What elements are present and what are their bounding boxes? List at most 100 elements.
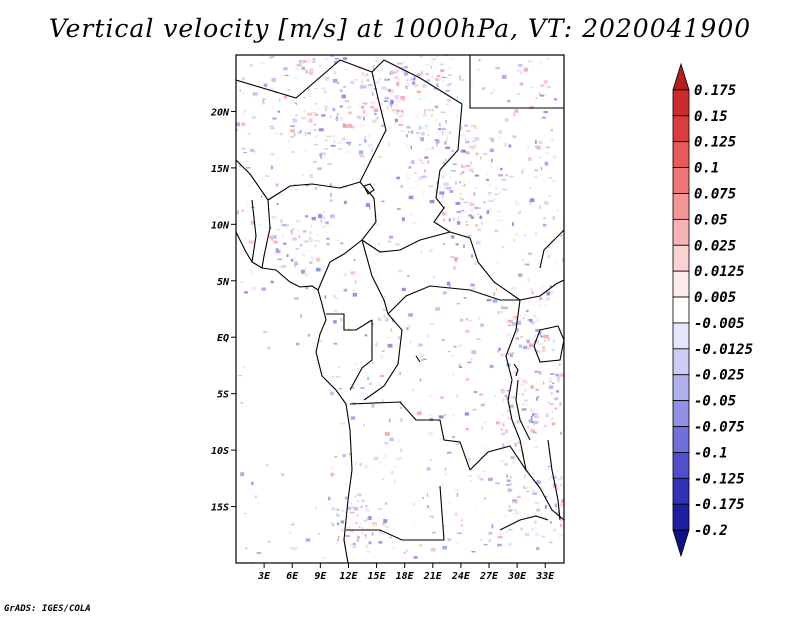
velocity-speck: [469, 146, 474, 149]
velocity-speck: [350, 271, 356, 275]
velocity-speck: [487, 555, 489, 557]
velocity-speck: [481, 221, 483, 225]
velocity-speck: [491, 158, 493, 163]
velocity-speck: [559, 484, 563, 486]
colorbar-label: -0.2: [694, 523, 728, 539]
velocity-speck: [393, 466, 396, 469]
velocity-speck: [485, 178, 490, 181]
velocity-speck: [321, 44, 323, 46]
velocity-speck: [490, 138, 495, 143]
velocity-speck: [444, 210, 448, 212]
velocity-speck: [425, 63, 430, 66]
velocity-speck: [292, 237, 297, 241]
velocity-speck: [540, 474, 544, 477]
velocity-speck: [427, 334, 430, 339]
velocity-speck: [549, 541, 553, 544]
velocity-speck: [370, 90, 374, 94]
velocity-speck: [322, 265, 325, 268]
velocity-speck: [467, 361, 472, 364]
velocity-speck: [518, 64, 523, 67]
velocity-speck: [450, 256, 455, 258]
velocity-speck: [500, 390, 505, 394]
velocity-speck: [457, 216, 460, 220]
velocity-speck: [270, 280, 274, 284]
velocity-speck: [394, 120, 397, 125]
velocity-speck: [491, 524, 494, 529]
velocity-speck: [502, 188, 506, 191]
colorbar-label: -0.025: [694, 368, 745, 384]
velocity-speck: [311, 301, 313, 303]
velocity-speck: [384, 78, 386, 81]
velocity-speck: [323, 210, 325, 214]
velocity-speck: [442, 46, 444, 48]
velocity-speck: [529, 68, 531, 71]
velocity-speck: [330, 144, 336, 147]
velocity-speck: [397, 336, 401, 340]
velocity-speck: [407, 48, 411, 49]
velocity-speck: [403, 100, 405, 104]
velocity-speck: [293, 183, 297, 186]
velocity-speck: [539, 92, 541, 96]
velocity-speck: [378, 243, 380, 245]
velocity-speck: [371, 119, 377, 124]
velocity-speck: [476, 474, 481, 478]
velocity-speck: [500, 353, 505, 357]
velocity-speck: [400, 96, 406, 100]
velocity-speck: [478, 59, 481, 62]
velocity-speck: [441, 76, 447, 78]
velocity-speck: [305, 69, 309, 73]
velocity-speck: [513, 113, 516, 117]
velocity-speck: [364, 464, 369, 469]
velocity-speck: [442, 44, 444, 47]
velocity-speck: [482, 471, 485, 473]
velocity-speck: [570, 480, 573, 484]
velocity-speck: [315, 506, 317, 509]
velocity-speck: [359, 85, 361, 89]
velocity-speck: [513, 499, 517, 502]
velocity-speck: [555, 262, 559, 265]
velocity-speck: [479, 215, 482, 219]
velocity-speck: [346, 141, 351, 144]
velocity-speck: [473, 192, 476, 196]
velocity-speck: [326, 135, 332, 138]
velocity-speck: [443, 182, 449, 186]
velocity-speck: [419, 97, 423, 100]
velocity-speck: [336, 513, 339, 517]
colorbar-label: 0.1: [694, 161, 719, 177]
velocity-speck: [360, 506, 363, 508]
velocity-speck: [265, 46, 269, 47]
velocity-speck: [366, 528, 370, 531]
velocity-speck: [442, 469, 446, 472]
velocity-speck: [312, 58, 316, 61]
velocity-speck: [281, 472, 285, 477]
velocity-speck: [340, 439, 343, 441]
velocity-speck: [402, 99, 405, 101]
velocity-speck: [429, 509, 431, 511]
velocity-speck: [315, 187, 318, 190]
velocity-speck: [503, 353, 506, 356]
velocity-speck: [501, 75, 507, 79]
velocity-speck: [288, 49, 291, 52]
velocity-speck: [441, 339, 446, 341]
velocity-speck: [262, 98, 267, 100]
velocity-speck: [508, 144, 512, 148]
velocity-speck: [562, 78, 564, 81]
velocity-speck: [428, 414, 434, 417]
velocity-speck: [279, 98, 281, 102]
velocity-speck: [523, 487, 529, 489]
velocity-speck: [337, 148, 342, 150]
velocity-speck: [357, 115, 362, 120]
colorbar-label: 0.175: [694, 83, 736, 99]
velocity-speck: [511, 424, 515, 429]
velocity-speck: [536, 396, 538, 401]
velocity-speck: [555, 373, 560, 377]
velocity-speck: [271, 77, 277, 82]
velocity-speck: [401, 287, 406, 292]
velocity-speck: [494, 193, 499, 196]
velocity-speck: [423, 95, 427, 98]
velocity-speck: [488, 192, 492, 194]
velocity-speck: [477, 228, 482, 232]
velocity-speck: [290, 129, 295, 133]
velocity-speck: [392, 547, 396, 550]
